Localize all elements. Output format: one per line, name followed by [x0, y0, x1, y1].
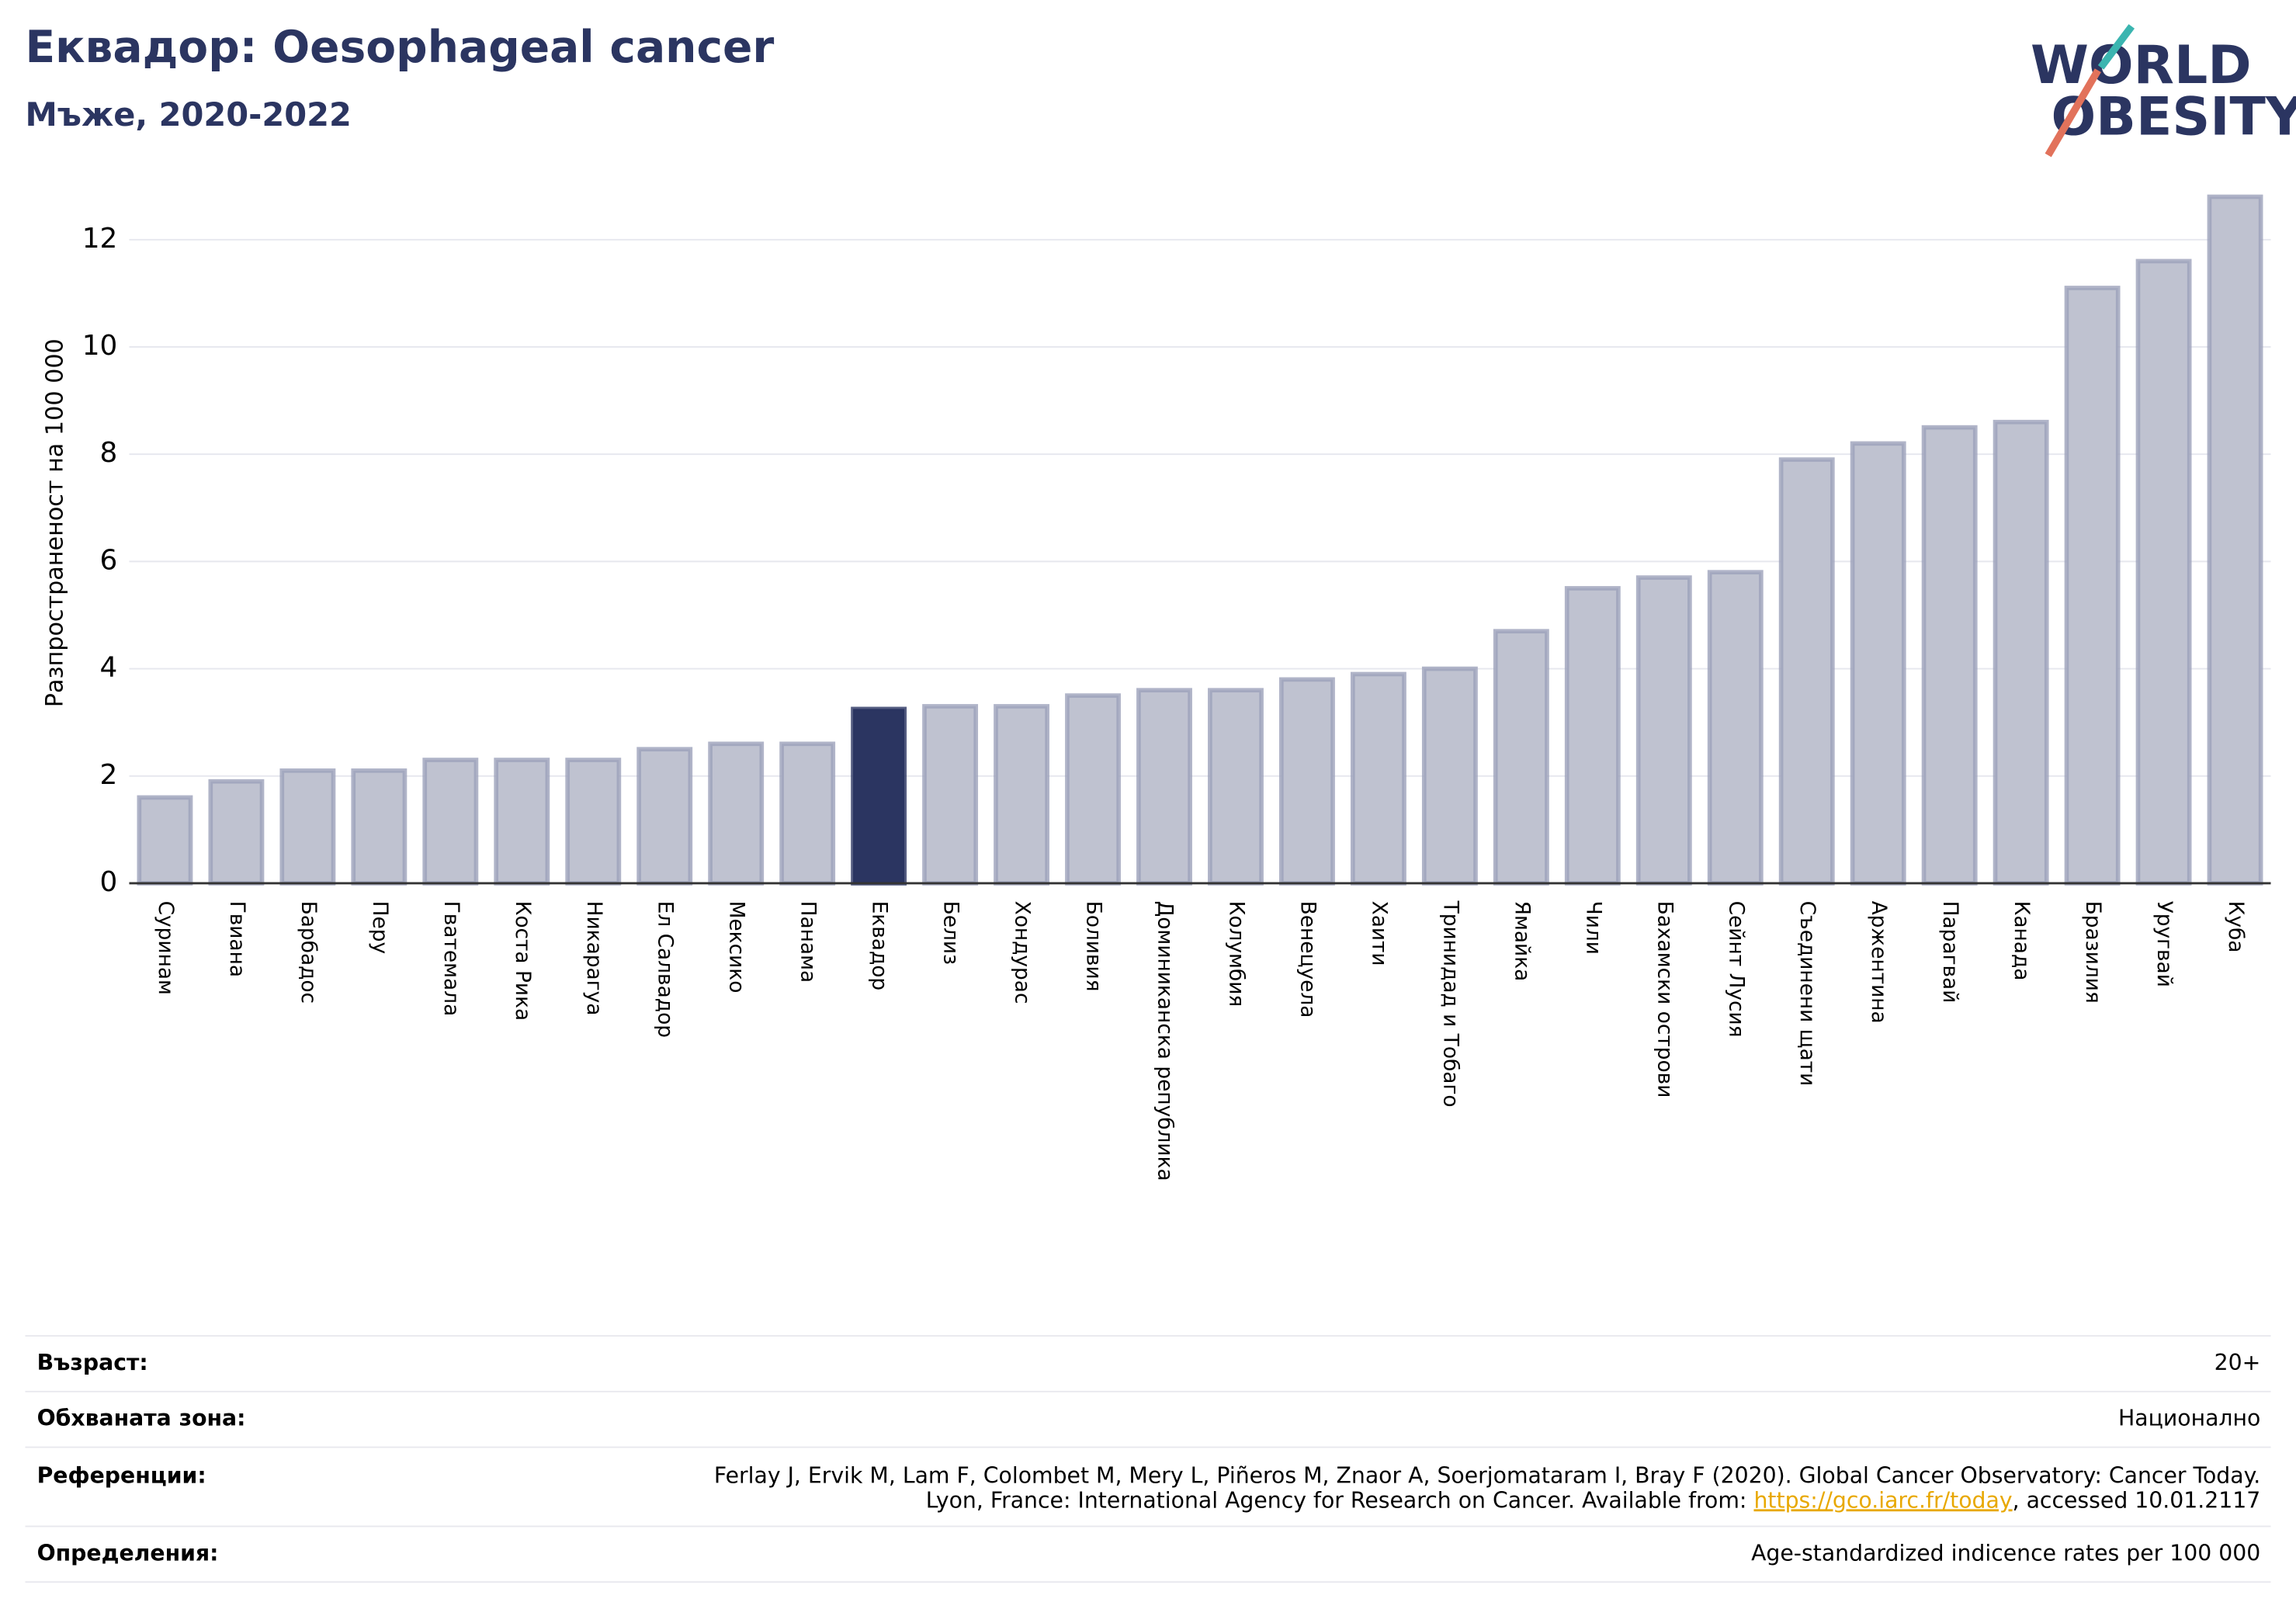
chart-subtitle: Мъже, 2020-2022 — [25, 95, 351, 134]
bar — [2207, 194, 2263, 886]
info-value-text: 20+ — [2214, 1350, 2261, 1375]
x-tick-label: Мексико — [725, 901, 749, 994]
x-tick-label: Бразилия — [2081, 901, 2105, 1004]
info-label: Определения: — [37, 1540, 219, 1566]
bar — [1707, 570, 1764, 886]
link[interactable]: https://gco.iarc.fr/today — [1753, 1487, 2012, 1513]
x-tick-label: Перу — [368, 901, 392, 955]
x-tick-label: Тринидад и Тобаго — [1438, 900, 1462, 1108]
bar — [1350, 671, 1406, 886]
bar — [1065, 693, 1121, 886]
info-value: Ferlay J, Ervik M, Lam F, Colombet M, Me… — [714, 1462, 2260, 1488]
x-tick-label: Сейнт Лусия — [1724, 901, 1748, 1038]
info-value-text: , accessed 10.01.2117 — [2013, 1487, 2261, 1513]
info-value-text: Age-standardized indicence rates per 100… — [1751, 1540, 2260, 1566]
bar — [779, 741, 836, 886]
bar — [922, 704, 979, 886]
info-value: 20+ — [2214, 1350, 2261, 1375]
bar — [636, 747, 693, 886]
y-axis-label: Разпространеност на 100 000 — [42, 338, 69, 707]
bar — [1850, 441, 1906, 886]
x-tick-label: Барбадос — [297, 901, 321, 1004]
bar — [1921, 425, 1978, 886]
y-tick-label: 2 — [100, 759, 118, 791]
bar — [1635, 575, 1692, 886]
info-label: Референции: — [37, 1462, 206, 1488]
bar — [1778, 457, 1835, 886]
x-tick-label: Коста Рика — [511, 901, 535, 1021]
x-tick-label: Боливия — [1082, 901, 1106, 992]
info-value: Национално — [2118, 1406, 2260, 1431]
x-tick-label: Гвиана — [225, 901, 249, 977]
x-tick-label: Бахамски острови — [1653, 901, 1677, 1098]
logo-slash — [2045, 68, 2101, 158]
bar — [565, 758, 622, 886]
x-tick-label: Парагвай — [1938, 901, 1962, 1004]
y-tick-label: 12 — [82, 223, 118, 255]
bar — [351, 768, 408, 886]
info-value-text: Lyon, France: International Agency for R… — [926, 1487, 1754, 1513]
bar — [422, 758, 479, 886]
bar — [1493, 629, 1549, 886]
bar — [994, 704, 1050, 886]
bar — [2135, 258, 2192, 886]
bar — [494, 758, 550, 886]
y-tick-label: 8 — [100, 437, 118, 469]
info-value-text: Национално — [2118, 1406, 2260, 1431]
x-tick-label: Хондурас — [1011, 901, 1035, 1004]
x-tick-label: Уругвай — [2152, 901, 2176, 987]
bar — [279, 768, 336, 886]
bar — [1993, 419, 2049, 886]
x-tick-label: Панама — [796, 901, 820, 983]
y-tick-label: 4 — [100, 652, 118, 684]
bar — [1208, 688, 1264, 886]
x-tick-label: Чили — [1581, 901, 1605, 955]
y-tick-label: 10 — [82, 330, 118, 362]
x-tick-label: Доминиканска република — [1153, 901, 1177, 1181]
bar — [137, 795, 193, 886]
info-label: Възраст: — [37, 1350, 148, 1375]
bar — [708, 741, 765, 886]
info-value: Age-standardized indicence rates per 100… — [1751, 1540, 2260, 1566]
x-tick-label: Ямайка — [1510, 901, 1534, 982]
logo-text: OBESITY — [2051, 86, 2296, 147]
x-tick-label: Венецуела — [1295, 901, 1320, 1018]
info-value: Lyon, France: International Agency for R… — [926, 1487, 2261, 1513]
info-value-text: Ferlay J, Ervik M, Lam F, Colombet M, Me… — [714, 1462, 2260, 1488]
x-tick-label: Ел Салвадор — [654, 901, 678, 1038]
bar — [1279, 677, 1335, 886]
x-tick-label: Еквадор — [868, 901, 892, 991]
x-tick-label: Суринам — [154, 901, 178, 995]
y-tick-label: 0 — [100, 866, 118, 898]
x-tick-label: Канада — [2010, 901, 2034, 981]
x-tick-label: Куба — [2224, 901, 2248, 953]
x-tick-label: Съединени щати — [1795, 901, 1819, 1087]
x-tick-label: Гватемала — [439, 901, 463, 1017]
bar — [851, 706, 907, 886]
x-tick-label: Никарагуа — [582, 901, 606, 1016]
bar — [1564, 586, 1621, 886]
logo-slash — [2097, 24, 2135, 70]
logo-text: WORLD — [2031, 35, 2252, 96]
x-tick-label: Белиз — [939, 901, 963, 965]
logo: WORLD OBESITY — [2031, 24, 2296, 158]
bar — [1136, 688, 1192, 886]
bar — [208, 779, 265, 886]
x-tick-label: Аржентина — [1867, 901, 1891, 1024]
x-tick-label: Хаити — [1367, 901, 1391, 966]
bar — [1421, 666, 1478, 886]
bar — [2064, 286, 2121, 886]
chart-title: Еквадор: Oesophageal cancer — [25, 22, 774, 73]
info-label: Обхваната зона: — [37, 1406, 246, 1431]
x-tick-label: Колумбия — [1224, 901, 1248, 1007]
y-tick-label: 6 — [100, 544, 118, 576]
